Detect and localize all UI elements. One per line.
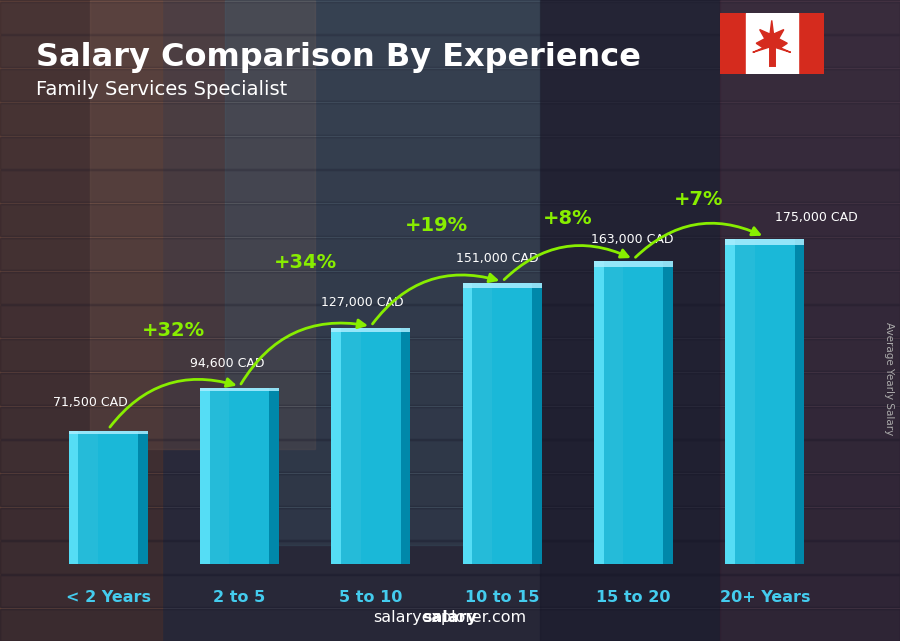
Bar bbox=[725, 238, 805, 564]
Bar bbox=[331, 328, 410, 564]
Bar bbox=[0, 272, 900, 304]
Bar bbox=[463, 283, 542, 288]
Bar bbox=[604, 261, 623, 564]
Text: 127,000 CAD: 127,000 CAD bbox=[321, 296, 403, 310]
Bar bbox=[0, 508, 900, 540]
Bar bbox=[734, 238, 754, 564]
Bar bbox=[663, 261, 673, 564]
Bar bbox=[463, 283, 473, 564]
Bar bbox=[78, 431, 98, 564]
Bar bbox=[795, 238, 805, 564]
Text: 151,000 CAD: 151,000 CAD bbox=[456, 252, 539, 265]
Text: Family Services Specialist: Family Services Specialist bbox=[36, 80, 287, 99]
Bar bbox=[0, 204, 900, 236]
Bar bbox=[0, 305, 900, 337]
Text: < 2 Years: < 2 Years bbox=[66, 590, 150, 605]
Bar bbox=[594, 261, 673, 267]
Bar bbox=[0, 339, 900, 371]
Bar bbox=[200, 388, 279, 564]
Bar bbox=[0, 542, 900, 574]
Bar bbox=[725, 238, 734, 564]
Bar bbox=[400, 328, 410, 564]
Bar bbox=[720, 0, 900, 641]
Bar bbox=[0, 69, 900, 101]
Bar bbox=[0, 575, 900, 607]
Bar bbox=[746, 13, 797, 74]
Bar bbox=[200, 388, 279, 392]
Bar bbox=[0, 35, 900, 67]
Text: 20+ Years: 20+ Years bbox=[719, 590, 810, 605]
Bar bbox=[139, 431, 148, 564]
Text: 71,500 CAD: 71,500 CAD bbox=[53, 396, 128, 409]
Text: 10 to 15: 10 to 15 bbox=[465, 590, 539, 605]
Text: +8%: +8% bbox=[543, 208, 592, 228]
Bar bbox=[210, 388, 230, 564]
Bar bbox=[472, 283, 492, 564]
Bar bbox=[0, 103, 900, 135]
Bar bbox=[720, 13, 746, 74]
Bar bbox=[200, 388, 210, 564]
Bar bbox=[725, 239, 805, 245]
Text: 175,000 CAD: 175,000 CAD bbox=[775, 211, 858, 224]
Text: Average Yearly Salary: Average Yearly Salary bbox=[884, 322, 894, 435]
Text: salary: salary bbox=[423, 610, 477, 625]
Bar bbox=[0, 2, 900, 34]
Polygon shape bbox=[752, 21, 791, 53]
Bar bbox=[0, 238, 900, 270]
Bar bbox=[269, 388, 279, 564]
Text: 163,000 CAD: 163,000 CAD bbox=[591, 233, 674, 246]
Text: +7%: +7% bbox=[674, 190, 724, 209]
Bar bbox=[0, 609, 900, 641]
Text: 2 to 5: 2 to 5 bbox=[213, 590, 266, 605]
Bar bbox=[594, 261, 604, 564]
Bar bbox=[68, 431, 78, 564]
Bar bbox=[532, 283, 542, 564]
Bar bbox=[0, 440, 900, 472]
Bar bbox=[0, 373, 900, 405]
Bar bbox=[90, 0, 315, 449]
Bar bbox=[0, 137, 900, 169]
Bar bbox=[0, 406, 900, 438]
Bar bbox=[225, 0, 540, 545]
Bar bbox=[0, 0, 162, 641]
Bar bbox=[797, 13, 824, 74]
Text: +32%: +32% bbox=[142, 321, 205, 340]
Bar bbox=[463, 283, 542, 564]
Bar bbox=[68, 431, 148, 433]
Text: +34%: +34% bbox=[274, 253, 337, 272]
Text: Salary Comparison By Experience: Salary Comparison By Experience bbox=[36, 42, 641, 72]
Bar bbox=[331, 328, 410, 332]
Text: salaryexplorer.com: salaryexplorer.com bbox=[374, 610, 526, 625]
Bar bbox=[331, 328, 341, 564]
Bar bbox=[594, 261, 673, 564]
Text: 5 to 10: 5 to 10 bbox=[339, 590, 402, 605]
Text: 15 to 20: 15 to 20 bbox=[596, 590, 670, 605]
Bar bbox=[341, 328, 361, 564]
Bar bbox=[0, 171, 900, 203]
Text: 94,600 CAD: 94,600 CAD bbox=[190, 356, 264, 370]
Bar bbox=[540, 0, 720, 641]
Text: +19%: +19% bbox=[405, 216, 468, 235]
Bar bbox=[0, 474, 900, 506]
Bar bbox=[68, 431, 148, 564]
